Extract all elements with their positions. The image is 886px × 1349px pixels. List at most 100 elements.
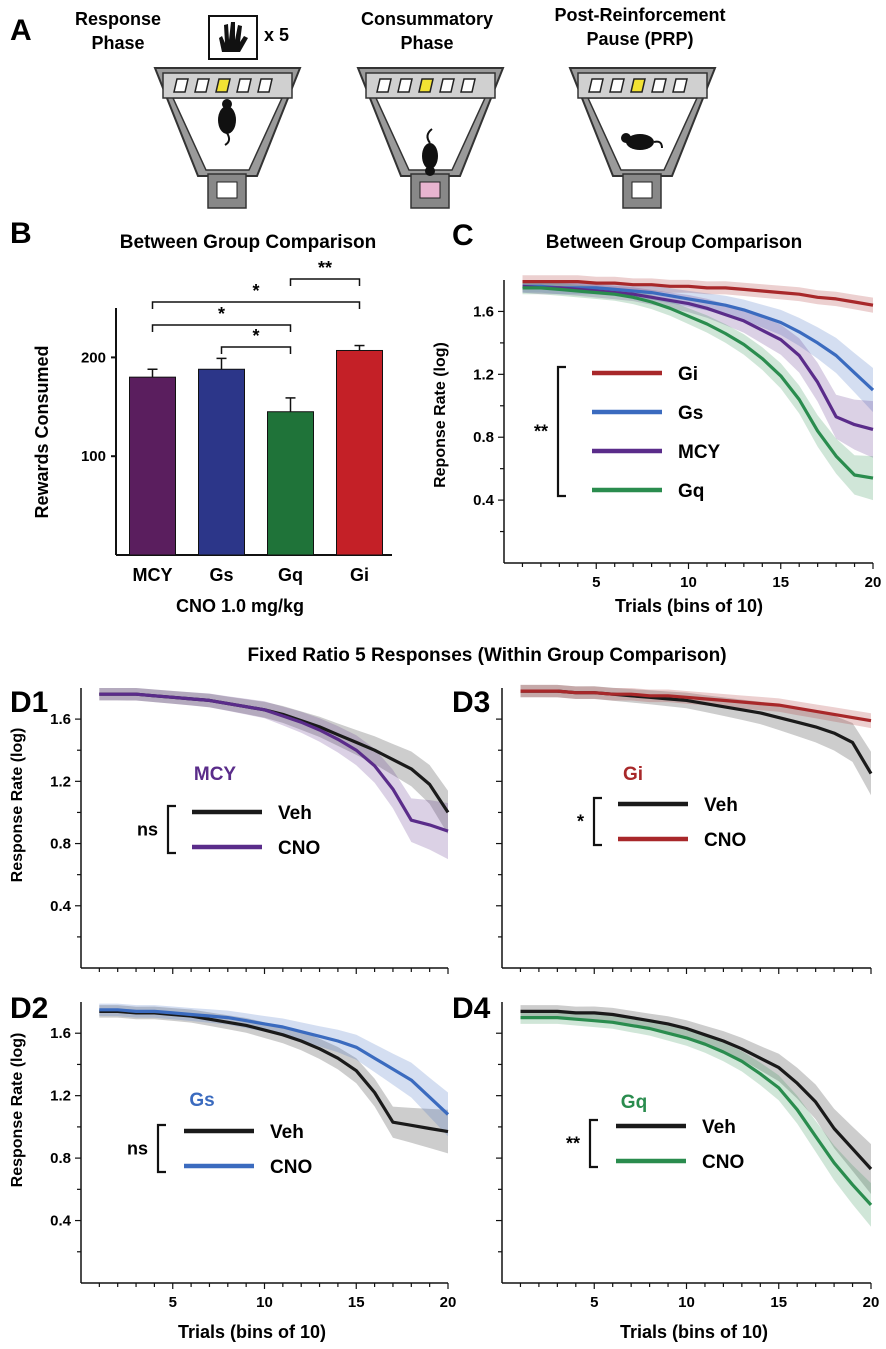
panel-c-xlabel: Trials (bins of 10) [615, 596, 763, 616]
operant-chamber-3 [568, 67, 717, 209]
nosepoke-hole [460, 78, 476, 93]
mouse-body [218, 106, 236, 134]
legend-label-veh: Veh [702, 1117, 736, 1138]
lit-nosepoke-hole [630, 78, 646, 93]
legend-bracket [156, 1123, 166, 1174]
panel-b-xlabel: CNO 1.0 mg/kg [176, 596, 304, 616]
mouse-tail [426, 128, 433, 144]
significance-label: * [252, 281, 259, 301]
stage-1-title-line1: Response [75, 9, 161, 29]
error-band-cno [99, 688, 449, 860]
legend-label-veh: Veh [270, 1122, 304, 1143]
operant-chamber-1 [153, 67, 302, 209]
mouse-tail [224, 132, 231, 146]
chamber-floor [586, 97, 699, 171]
panel-d1-label: D1 [10, 686, 48, 719]
error-band-veh [520, 684, 871, 796]
legend: Gs Veh CNO ns [127, 1090, 312, 1178]
error-band-cno [520, 684, 871, 729]
panel-c-line-chart: C Between Group Comparison Reponse Rate … [432, 219, 881, 616]
panel-b-bar-chart: B Between Group Comparison Rewards Consu… [10, 217, 392, 616]
series-line-cno [99, 692, 449, 833]
b-y-tick-label: 100 [81, 448, 106, 465]
legend: MCY Veh CNO ns [137, 764, 320, 859]
x-tick-label: 5 [590, 1294, 598, 1311]
panel-d3-line-chart: D3 Gi Veh CNO * [452, 684, 873, 974]
error-band-gs [522, 280, 873, 413]
b-category-label: MCY [133, 565, 173, 585]
error-band-cno [520, 1011, 871, 1227]
x-tick-label: 15 [770, 1294, 787, 1311]
lit-nosepoke-hole [418, 78, 434, 93]
error-band-mcy [522, 280, 873, 458]
panel-d2-line-chart: D2 Response Rate (log) Trials (bins of 1… [9, 992, 456, 1342]
stage-2-title-line1: Consummatory [361, 9, 493, 29]
series-line-gi [522, 280, 874, 307]
legend-label-cno: CNO [278, 838, 320, 859]
error-band-veh [99, 688, 449, 835]
legend-bracket [592, 796, 602, 847]
panel-d2-label: D2 [10, 992, 48, 1025]
legend-bracket-significance: ns [137, 820, 158, 840]
mouse-icon [621, 133, 663, 150]
nosepoke-hand-icon [208, 15, 258, 60]
legend-bracket [556, 365, 566, 498]
error-band-gq [522, 281, 873, 501]
significance-label: * [252, 326, 259, 346]
b-y-tick-label: 200 [81, 349, 106, 366]
error-band-cno [99, 1003, 449, 1137]
lit-nosepoke-hole [215, 78, 231, 93]
nosepoke-hole [397, 78, 413, 93]
legend-label-cno: CNO [704, 830, 746, 851]
nosepoke-hole [609, 78, 625, 93]
legend: Gi Gs MCY Gq ** [534, 364, 721, 502]
significance-label: ** [318, 258, 332, 278]
y-tick-label: 1.2 [50, 773, 71, 790]
nosepoke-hole [672, 78, 688, 93]
nosepoke-hole [173, 78, 189, 93]
nosepoke-hole [439, 78, 455, 93]
series-line-gs [522, 284, 875, 392]
legend-label-veh: Veh [278, 803, 312, 824]
error-band-veh [99, 1005, 449, 1154]
b-category-label: Gs [209, 565, 233, 585]
stage-1-title-line2: Phase [91, 33, 144, 53]
legend-label-cno: CNO [270, 1157, 312, 1178]
nosepoke-hole [376, 78, 392, 93]
y-tick-label: 0.8 [50, 1150, 71, 1167]
error-band-veh [520, 1005, 871, 1194]
panel-b-ylabel: Rewards Consumed [32, 345, 52, 518]
bar-mcy [129, 376, 176, 556]
x-tick-label: 20 [440, 1294, 457, 1311]
food-tray [631, 181, 653, 199]
stage-2-title-line2: Phase [400, 33, 453, 53]
mouse-body [626, 134, 654, 150]
stage-3-title-line1: Post-Reinforcement [554, 5, 725, 25]
y-tick-label: 0.4 [50, 898, 72, 915]
mouse-head [222, 99, 232, 109]
x-tick-label: 15 [772, 574, 789, 591]
y-tick-label: 1.6 [50, 1025, 71, 1042]
series-line-cno [520, 1015, 873, 1206]
legend-bracket [166, 804, 176, 855]
y-tick-label: 0.4 [50, 1213, 72, 1230]
legend-bracket-significance: ** [534, 422, 548, 442]
x-tick-label: 10 [678, 1294, 695, 1311]
legend-label-gq: Gq [678, 481, 704, 502]
panel-c-title: Between Group Comparison [546, 232, 803, 253]
panel-d4-xlabel: Trials (bins of 10) [620, 1322, 768, 1342]
panel-d4-label: D4 [452, 992, 491, 1025]
stage-3-title-line2: Pause (PRP) [586, 29, 693, 49]
significance-bracket [220, 346, 292, 354]
mouse-head [621, 133, 631, 143]
operant-chamber-2 [356, 67, 505, 209]
legend-title: MCY [194, 764, 237, 785]
legend-label-mcy: MCY [678, 442, 721, 463]
y-tick-label: 1.6 [473, 303, 494, 320]
panel-c-label: C [452, 219, 474, 252]
food-tray [216, 181, 238, 199]
y-tick-label: 1.2 [473, 366, 494, 383]
legend-bracket-significance: * [577, 812, 584, 832]
stage-1-extra: x 5 [264, 25, 289, 45]
mouse-icon [422, 128, 438, 176]
